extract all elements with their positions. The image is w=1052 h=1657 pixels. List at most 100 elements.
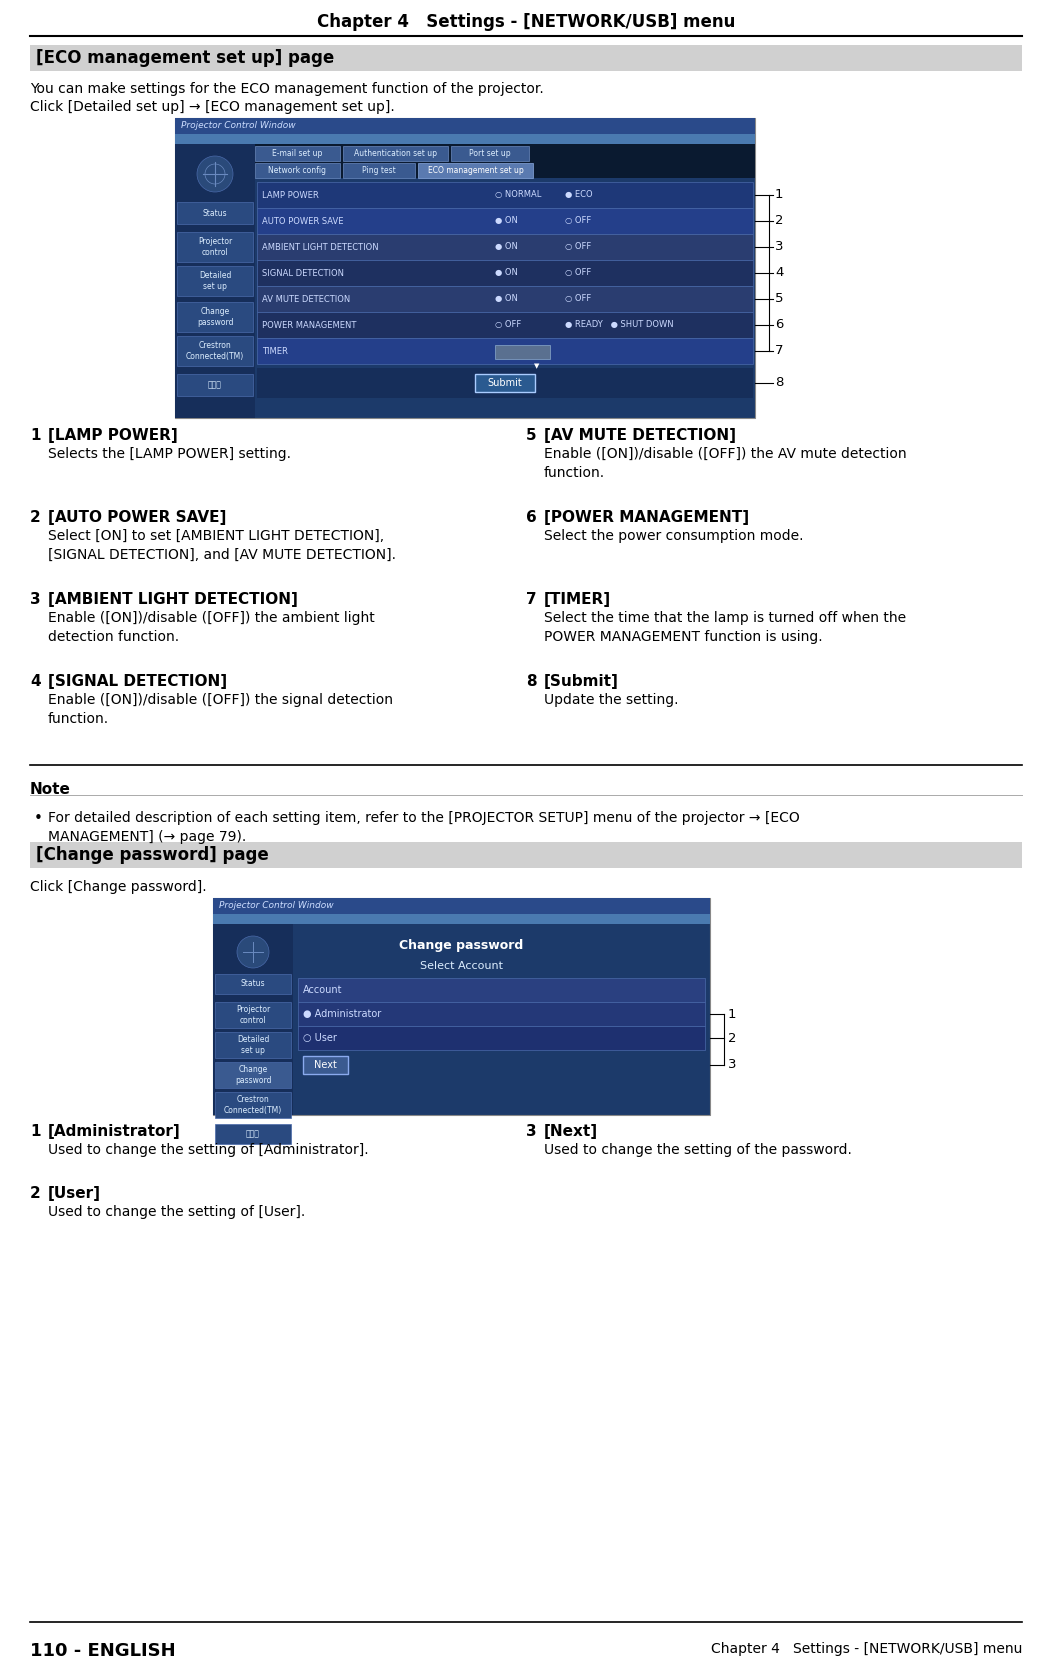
Text: [LAMP POWER]: [LAMP POWER] [48,428,178,442]
Text: [AV MUTE DETECTION]: [AV MUTE DETECTION] [544,428,736,442]
Bar [175,118,755,134]
Text: 2: 2 [31,1186,41,1201]
Text: ● READY   ● SHUT DOWN: ● READY ● SHUT DOWN [565,320,673,330]
Bar [495,345,550,360]
Text: 5: 5 [775,293,784,305]
Text: 1: 1 [31,428,40,442]
Text: [AMBIENT LIGHT DETECTION]: [AMBIENT LIGHT DETECTION] [48,592,298,606]
Text: 2: 2 [31,510,41,525]
Text: [ECO management set up] page: [ECO management set up] page [36,50,335,66]
Bar [298,1002,705,1026]
Text: ○ OFF: ○ OFF [565,217,591,225]
Text: Crestron
Connected(TM): Crestron Connected(TM) [224,1095,282,1115]
Bar [177,267,252,297]
Bar [213,898,710,1115]
Text: ● Administrator: ● Administrator [303,1009,381,1019]
Text: Crestron
Connected(TM): Crestron Connected(TM) [186,341,244,361]
Text: E-mail set up: E-mail set up [272,149,323,157]
Text: 1: 1 [775,189,784,202]
Bar [343,162,414,177]
Text: AUTO POWER SAVE: AUTO POWER SAVE [262,217,344,225]
Text: Projector
control: Projector control [236,1006,270,1024]
Text: Status: Status [203,209,227,217]
Text: ○ OFF: ○ OFF [495,320,522,330]
Text: Detailed
set up: Detailed set up [199,272,231,290]
Bar [343,146,448,161]
Text: Projector Control Window: Projector Control Window [219,901,333,910]
Text: Projector
control: Projector control [198,237,232,257]
Bar [175,118,755,418]
Text: Selects the [LAMP POWER] setting.: Selects the [LAMP POWER] setting. [48,447,291,461]
Bar [177,202,252,224]
Text: Authentication set up: Authentication set up [355,149,437,157]
Text: Enable ([ON])/disable ([OFF]) the AV mute detection
function.: Enable ([ON])/disable ([OFF]) the AV mut… [544,447,907,481]
Text: TIMER: TIMER [262,346,288,356]
Text: Change
password: Change password [235,1065,271,1085]
Bar [255,162,340,177]
Text: Chapter 4   Settings - [NETWORK/USB] menu: Chapter 4 Settings - [NETWORK/USB] menu [710,1642,1021,1655]
Circle shape [197,156,232,192]
Bar [31,842,1021,868]
Bar [257,368,753,398]
Text: AV MUTE DETECTION: AV MUTE DETECTION [262,295,350,303]
Text: Account: Account [303,984,343,994]
Text: 6: 6 [775,318,784,331]
Text: [Next]: [Next] [544,1123,599,1138]
Text: ○ User: ○ User [303,1032,337,1042]
Text: 7: 7 [526,592,537,606]
Text: 4: 4 [775,267,784,280]
Text: 5: 5 [526,428,537,442]
Bar [177,374,252,396]
Bar [177,336,252,366]
Bar [213,925,294,1115]
Text: AMBIENT LIGHT DETECTION: AMBIENT LIGHT DETECTION [262,242,379,252]
Bar [175,134,755,144]
Bar [476,374,535,393]
Bar [418,162,533,177]
Text: Change password: Change password [400,940,524,953]
Text: Enable ([ON])/disable ([OFF]) the signal detection
function.: Enable ([ON])/disable ([OFF]) the signal… [48,693,393,726]
Text: 日本語: 日本語 [246,1130,260,1138]
Text: 6: 6 [526,510,537,525]
Text: 3: 3 [526,1123,537,1138]
Bar [257,209,753,234]
Bar [257,260,753,287]
Bar [215,1062,291,1089]
Text: ● ON: ● ON [495,217,518,225]
Bar [257,312,753,338]
Text: Projector Control Window: Projector Control Window [181,121,296,131]
Text: 1: 1 [31,1123,40,1138]
Text: 8: 8 [526,674,537,689]
Text: ○ NORMAL: ○ NORMAL [495,191,542,199]
Text: SIGNAL DETECTION: SIGNAL DETECTION [262,268,344,277]
Text: 1: 1 [728,1007,736,1021]
Text: Network config: Network config [268,166,326,176]
Text: 3: 3 [728,1059,736,1072]
Text: Select [ON] to set [AMBIENT LIGHT DETECTION],
[SIGNAL DETECTION], and [AV MUTE D: Select [ON] to set [AMBIENT LIGHT DETECT… [48,529,396,562]
Bar [255,144,755,177]
Text: POWER MANAGEMENT: POWER MANAGEMENT [262,320,357,330]
Text: [Change password] page: [Change password] page [36,847,268,863]
Text: 4: 4 [31,674,41,689]
Text: 2: 2 [775,214,784,227]
Text: Detailed
set up: Detailed set up [237,1036,269,1056]
Bar [303,1056,348,1074]
Bar [215,974,291,994]
Text: Click [Detailed set up] → [ECO management set up].: Click [Detailed set up] → [ECO managemen… [31,99,394,114]
Bar [215,1123,291,1143]
Text: Change
password: Change password [197,307,234,326]
Text: Port set up: Port set up [469,149,511,157]
Text: Note: Note [31,782,70,797]
Text: ● ON: ● ON [495,295,518,303]
Bar [31,45,1021,71]
Text: For detailed description of each setting item, refer to the [PROJECTOR SETUP] me: For detailed description of each setting… [48,810,800,843]
Text: Ping test: Ping test [362,166,396,176]
Bar [257,182,753,209]
Text: [SIGNAL DETECTION]: [SIGNAL DETECTION] [48,674,227,689]
Text: 3: 3 [31,592,41,606]
Bar [215,1092,291,1118]
Bar [257,338,753,365]
Bar [257,234,753,260]
Text: Select the time that the lamp is turned off when the
POWER MANAGEMENT function i: Select the time that the lamp is turned … [544,611,906,645]
Text: Enable ([ON])/disable ([OFF]) the ambient light
detection function.: Enable ([ON])/disable ([OFF]) the ambien… [48,611,375,645]
